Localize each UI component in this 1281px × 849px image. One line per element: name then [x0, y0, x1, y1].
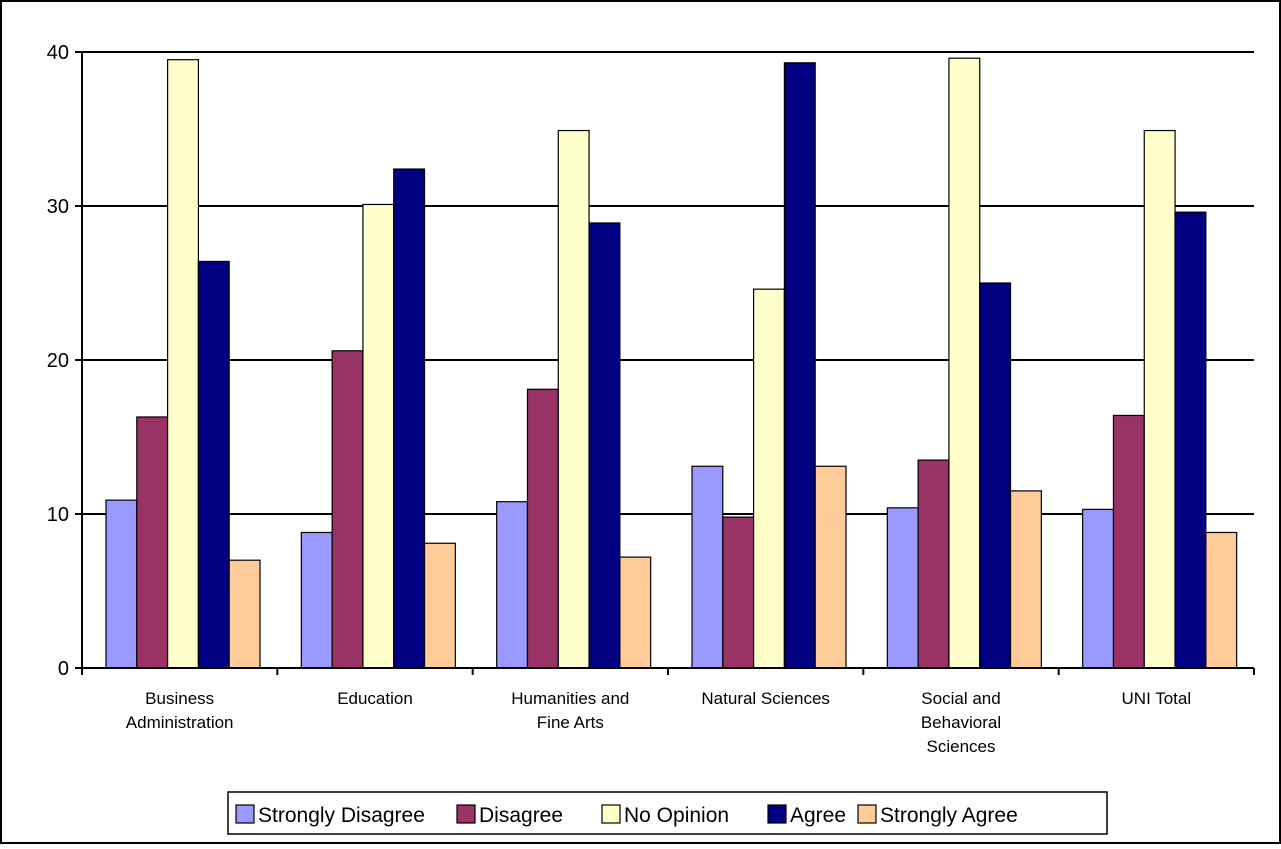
- bar-strongly-disagree: [1082, 508, 1115, 669]
- bar-strongly-agree: [619, 556, 652, 669]
- bar-agree: [393, 168, 426, 669]
- legend: Strongly Disagree Disagree No Opinion Agree…: [227, 791, 1108, 835]
- gridlines: [82, 51, 1254, 515]
- x-category-label-line: Natural Sciences: [701, 689, 830, 708]
- bar-strongly-agree: [1009, 490, 1042, 669]
- bar-disagree: [331, 350, 364, 669]
- bar-agree: [1174, 211, 1207, 669]
- y-tick-label: 40: [47, 42, 69, 64]
- bar-agree: [979, 282, 1012, 669]
- x-category-label: UNI Total: [1122, 689, 1192, 708]
- x-category-label-line: UNI Total: [1122, 689, 1192, 708]
- x-category-label-line: Social and: [921, 689, 1000, 708]
- x-category-label: Education: [337, 689, 413, 708]
- x-category-label-line: Administration: [126, 713, 234, 732]
- bar-strongly-disagree: [886, 507, 919, 669]
- x-category-label: Natural Sciences: [701, 689, 830, 708]
- x-category-label-line: Fine Arts: [537, 713, 604, 732]
- legend-label: Strongly Agree: [880, 804, 1018, 827]
- bar-no-opinion: [752, 288, 785, 669]
- bar-disagree: [136, 416, 169, 669]
- y-tick-label: 20: [47, 350, 69, 372]
- bar-strongly-disagree: [691, 465, 724, 669]
- x-category-label: Business Administration: [126, 689, 234, 732]
- bar-no-opinion: [948, 57, 981, 669]
- bar-disagree: [722, 516, 755, 669]
- labels: 0 10 20 30 40 Business Administration Education…: [47, 42, 1191, 756]
- x-category-label-line: Education: [337, 689, 413, 708]
- bar-agree: [588, 222, 621, 669]
- legend-swatch: [767, 804, 787, 824]
- legend-swatch: [857, 804, 877, 824]
- axes: [75, 51, 1255, 675]
- bar-strongly-disagree: [496, 501, 529, 669]
- bar-no-opinion: [557, 129, 590, 669]
- legend-box: [227, 791, 1108, 835]
- bar-agree: [783, 62, 816, 669]
- x-category-label: Humanities and Fine Arts: [511, 689, 629, 732]
- x-category-label: Social and Behavioral Sciences: [921, 689, 1001, 756]
- bar-strongly-agree: [814, 465, 847, 669]
- bar-no-opinion: [362, 203, 395, 669]
- x-category-label-line: Humanities and: [511, 689, 629, 708]
- bar-strongly-disagree: [105, 499, 138, 669]
- x-category-label-line: Behavioral: [921, 713, 1001, 732]
- bar-disagree: [917, 459, 950, 669]
- legend-swatch: [601, 804, 621, 824]
- x-category-label-line: Sciences: [927, 737, 996, 756]
- bar-disagree: [526, 388, 559, 669]
- x-category-label-line: Business: [145, 689, 214, 708]
- legend-label: Disagree: [479, 804, 563, 827]
- legend-label: No Opinion: [624, 804, 729, 827]
- bar-no-opinion: [167, 59, 200, 669]
- y-tick-label: 10: [47, 504, 69, 526]
- bars: [105, 57, 1238, 669]
- legend-swatch: [456, 804, 476, 824]
- legend-label: Agree: [790, 804, 846, 827]
- bar-no-opinion: [1143, 129, 1176, 669]
- y-tick-label: 0: [58, 658, 69, 680]
- legend-label: Strongly Disagree: [258, 804, 425, 827]
- y-tick-label: 30: [47, 196, 69, 218]
- bar-disagree: [1112, 414, 1145, 669]
- bar-agree: [197, 260, 230, 669]
- bar-strongly-agree: [423, 542, 456, 669]
- bar-strongly-agree: [228, 559, 261, 669]
- legend-swatch: [235, 804, 255, 824]
- bar-strongly-disagree: [300, 531, 333, 669]
- bar-strongly-agree: [1205, 531, 1238, 669]
